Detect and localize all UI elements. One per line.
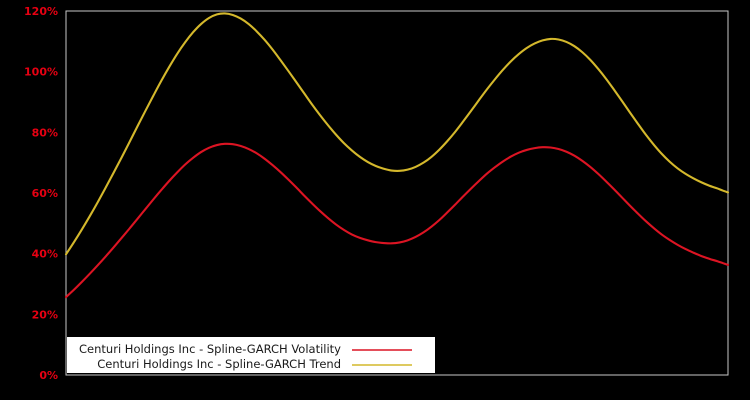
legend-label: Centuri Holdings Inc - Spline-GARCH Tren… bbox=[97, 357, 341, 371]
y-axis-tick-labels: 0% 20% 40% 60% 80% 100% 120% bbox=[24, 5, 58, 382]
y-axis-tick-label: 40% bbox=[32, 248, 58, 261]
series-line-trend bbox=[64, 12, 730, 256]
legend-label: Centuri Holdings Inc - Spline-GARCH Vola… bbox=[79, 342, 341, 356]
series-line-volatility bbox=[64, 142, 730, 299]
y-axis-tick-label: 60% bbox=[32, 187, 58, 200]
y-axis-tick-label: 80% bbox=[32, 126, 58, 139]
y-axis-tick-label: 20% bbox=[32, 308, 58, 321]
y-axis-tick-label: 120% bbox=[24, 5, 58, 18]
series-lines bbox=[64, 12, 730, 299]
y-axis-tick-label: 100% bbox=[24, 66, 58, 79]
chart-legend[interactable]: Centuri Holdings Inc - Spline-GARCH Vola… bbox=[67, 337, 435, 373]
y-axis-tick-label: 0% bbox=[39, 369, 58, 382]
legend-background bbox=[67, 337, 435, 373]
